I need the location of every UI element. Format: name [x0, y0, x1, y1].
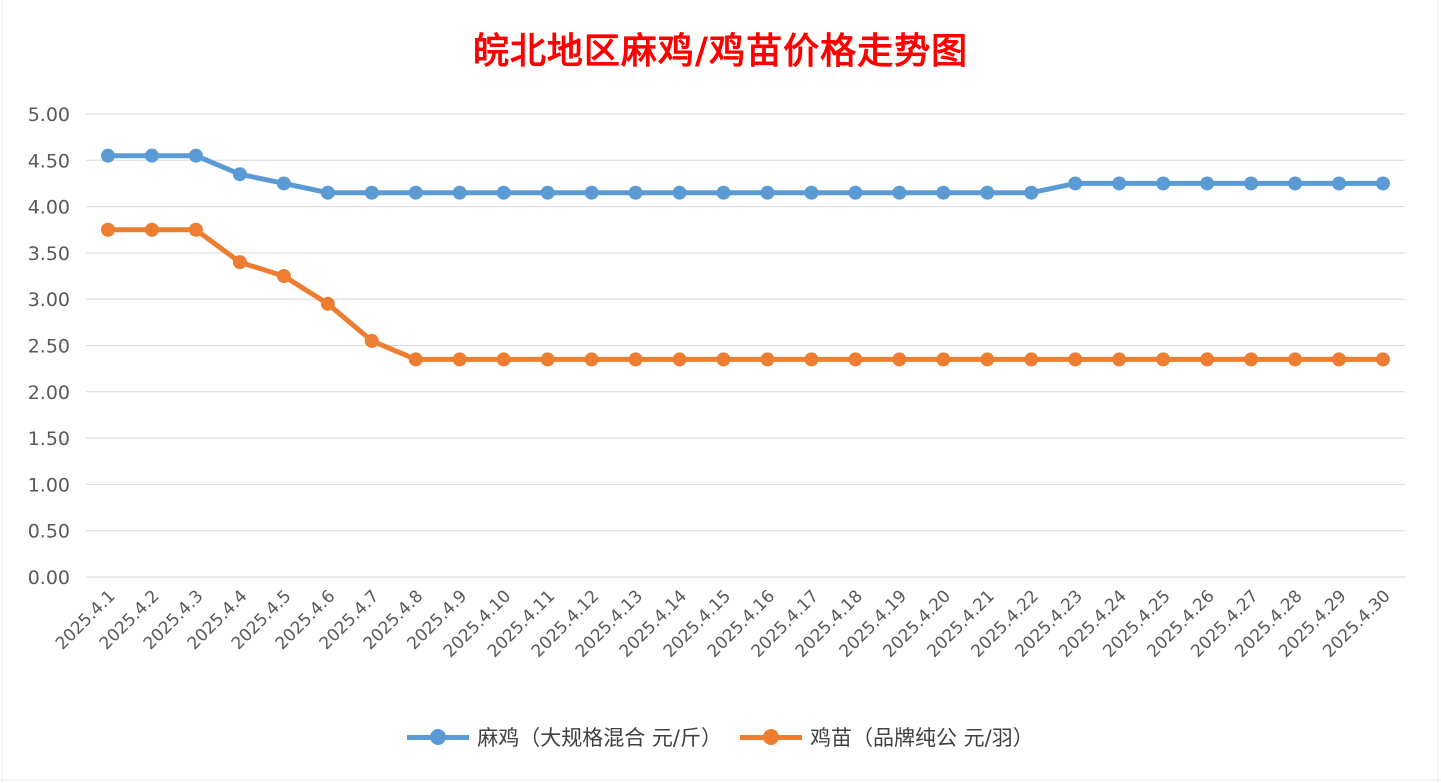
data-point-series-1 [584, 352, 599, 367]
data-point-series-0 [320, 185, 335, 200]
data-point-series-0 [100, 148, 115, 163]
y-tick-label: 1.50 [28, 428, 70, 450]
data-point-series-0 [1024, 185, 1039, 200]
y-tick-label: 3.50 [28, 243, 70, 265]
legend-marker-series-1 [763, 729, 779, 745]
data-point-series-0 [1112, 176, 1127, 191]
data-point-series-0 [936, 185, 951, 200]
data-point-series-1 [452, 352, 467, 367]
y-tick-label: 3.00 [28, 289, 70, 311]
legend-swatch-series-0 [407, 728, 470, 746]
data-point-series-0 [1288, 176, 1303, 191]
data-point-series-0 [452, 185, 467, 200]
data-point-series-1 [1112, 352, 1127, 367]
data-point-series-0 [1244, 176, 1259, 191]
data-point-series-0 [848, 185, 863, 200]
y-tick-label: 0.50 [28, 521, 70, 543]
series-line-0 [105, 153, 1386, 196]
chart-title: 皖北地区麻鸡/鸡苗价格走势图 [472, 30, 969, 72]
data-point-series-1 [496, 352, 511, 367]
y-tick-label: 1.00 [28, 474, 70, 496]
data-point-series-1 [892, 352, 907, 367]
data-point-series-0 [1332, 176, 1347, 191]
data-point-series-0 [540, 185, 555, 200]
data-point-series-0 [980, 185, 995, 200]
data-point-series-0 [496, 185, 511, 200]
y-tick-label: 0.00 [28, 567, 70, 589]
data-point-series-1 [716, 352, 731, 367]
data-point-series-1 [1376, 352, 1391, 367]
y-tick-label: 2.50 [28, 336, 70, 358]
data-point-series-1 [188, 222, 203, 237]
data-point-series-1 [1156, 352, 1171, 367]
data-point-series-1 [320, 296, 335, 311]
data-point-series-1 [628, 352, 643, 367]
data-point-series-0 [892, 185, 907, 200]
data-point-series-1 [1288, 352, 1303, 367]
data-point-series-1 [1244, 352, 1259, 367]
y-tick-label: 4.00 [28, 197, 70, 219]
data-point-series-1 [1024, 352, 1039, 367]
data-point-series-0 [1376, 176, 1391, 191]
data-point-series-0 [408, 185, 423, 200]
data-point-series-0 [584, 185, 599, 200]
y-tick-label: 4.50 [28, 150, 70, 172]
series-line-1 [105, 227, 1386, 362]
y-tick-label: 5.00 [28, 104, 70, 126]
data-point-series-0 [716, 185, 731, 200]
data-point-series-0 [760, 185, 775, 200]
legend-item-series-0[interactable]: 麻鸡（大规格混合 元/斤） [407, 722, 722, 752]
data-point-series-1 [408, 352, 423, 367]
data-point-series-0 [276, 176, 291, 191]
data-point-series-1 [672, 352, 687, 367]
data-point-series-0 [1156, 176, 1171, 191]
data-point-series-0 [804, 185, 819, 200]
data-point-series-1 [1332, 352, 1347, 367]
data-point-series-0 [364, 185, 379, 200]
data-point-series-1 [936, 352, 951, 367]
chart-legend: 麻鸡（大规格混合 元/斤） 鸡苗（品牌纯公 元/羽） [0, 722, 1441, 752]
data-point-series-1 [1068, 352, 1083, 367]
y-tick-label: 2.00 [28, 382, 70, 404]
legend-label-series-0: 麻鸡（大规格混合 元/斤） [477, 726, 722, 750]
legend-marker-series-0 [430, 729, 447, 745]
data-point-series-1 [760, 352, 775, 367]
data-point-series-0 [1068, 176, 1083, 191]
data-point-series-0 [144, 148, 159, 163]
legend-label-series-1: 鸡苗（品牌纯公 元/羽） [810, 726, 1034, 750]
data-point-series-0 [188, 148, 203, 163]
data-point-series-0 [672, 185, 687, 200]
data-point-series-1 [232, 255, 247, 270]
data-point-series-1 [980, 352, 995, 367]
data-point-series-1 [1200, 352, 1215, 367]
data-point-series-0 [232, 167, 247, 182]
data-point-series-1 [364, 333, 379, 348]
legend-item-series-1[interactable]: 鸡苗（品牌纯公 元/羽） [740, 722, 1034, 752]
legend-swatch-series-1 [740, 728, 802, 746]
data-point-series-1 [276, 269, 291, 284]
data-point-series-0 [1200, 176, 1215, 191]
data-point-series-1 [848, 352, 863, 367]
data-point-series-1 [540, 352, 555, 367]
data-point-series-0 [628, 185, 643, 200]
data-point-series-1 [144, 222, 159, 237]
data-point-series-1 [100, 222, 115, 237]
data-point-series-1 [804, 352, 819, 367]
